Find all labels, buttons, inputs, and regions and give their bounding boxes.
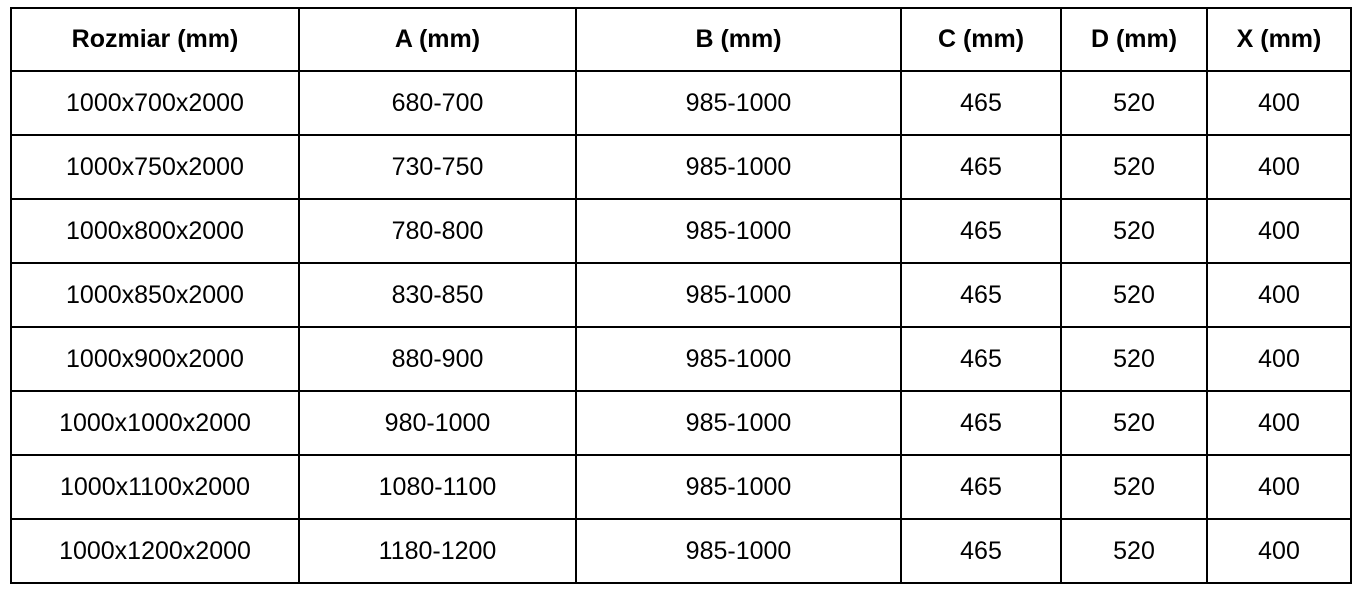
- cell-size: 1000x850x2000: [10, 262, 300, 328]
- cell-c: 465: [900, 454, 1062, 520]
- cell-c: 465: [900, 390, 1062, 456]
- cell-b: 985-1000: [575, 70, 902, 136]
- cell-a: 880-900: [298, 326, 577, 392]
- cell-b: 985-1000: [575, 326, 902, 392]
- table-row: 1000x850x2000 830-850 985-1000 465 520 400: [10, 262, 1352, 328]
- cell-d: 520: [1060, 70, 1208, 136]
- cell-b: 985-1000: [575, 198, 902, 264]
- cell-c: 465: [900, 262, 1062, 328]
- cell-d: 520: [1060, 454, 1208, 520]
- cell-x: 400: [1206, 198, 1352, 264]
- table-row: 1000x700x2000 680-700 985-1000 465 520 400: [10, 70, 1352, 136]
- cell-x: 400: [1206, 390, 1352, 456]
- table-row: 1000x1200x2000 1180-1200 985-1000 465 520 400: [10, 518, 1352, 584]
- header-b: B (mm): [575, 7, 902, 72]
- cell-c: 465: [900, 198, 1062, 264]
- cell-b: 985-1000: [575, 454, 902, 520]
- cell-size: 1000x1000x2000: [10, 390, 300, 456]
- table-row: 1000x900x2000 880-900 985-1000 465 520 400: [10, 326, 1352, 392]
- cell-a: 780-800: [298, 198, 577, 264]
- header-size: Rozmiar (mm): [10, 7, 300, 72]
- header-a: A (mm): [298, 7, 577, 72]
- table-row: 1000x800x2000 780-800 985-1000 465 520 400: [10, 198, 1352, 264]
- table-row: 1000x1100x2000 1080-1100 985-1000 465 520 400: [10, 454, 1352, 520]
- cell-d: 520: [1060, 198, 1208, 264]
- cell-size: 1000x1200x2000: [10, 518, 300, 584]
- cell-c: 465: [900, 70, 1062, 136]
- cell-a: 1180-1200: [298, 518, 577, 584]
- table-row: 1000x1000x2000 980-1000 985-1000 465 520 400: [10, 390, 1352, 456]
- cell-x: 400: [1206, 70, 1352, 136]
- cell-d: 520: [1060, 326, 1208, 392]
- cell-size: 1000x700x2000: [10, 70, 300, 136]
- cell-size: 1000x750x2000: [10, 134, 300, 200]
- header-c: C (mm): [900, 7, 1062, 72]
- cell-c: 465: [900, 518, 1062, 584]
- cell-a: 680-700: [298, 70, 577, 136]
- dimensions-table: Rozmiar (mm) A (mm) B (mm) C (mm) D (mm)…: [10, 7, 1352, 584]
- cell-x: 400: [1206, 454, 1352, 520]
- cell-b: 985-1000: [575, 134, 902, 200]
- cell-d: 520: [1060, 134, 1208, 200]
- cell-size: 1000x1100x2000: [10, 454, 300, 520]
- cell-a: 830-850: [298, 262, 577, 328]
- cell-x: 400: [1206, 326, 1352, 392]
- cell-d: 520: [1060, 390, 1208, 456]
- cell-size: 1000x800x2000: [10, 198, 300, 264]
- cell-a: 1080-1100: [298, 454, 577, 520]
- header-d: D (mm): [1060, 7, 1208, 72]
- cell-x: 400: [1206, 518, 1352, 584]
- cell-x: 400: [1206, 262, 1352, 328]
- cell-a: 730-750: [298, 134, 577, 200]
- cell-b: 985-1000: [575, 262, 902, 328]
- header-x: X (mm): [1206, 7, 1352, 72]
- cell-d: 520: [1060, 262, 1208, 328]
- cell-d: 520: [1060, 518, 1208, 584]
- cell-x: 400: [1206, 134, 1352, 200]
- cell-c: 465: [900, 326, 1062, 392]
- header-row: Rozmiar (mm) A (mm) B (mm) C (mm) D (mm)…: [10, 7, 1352, 72]
- cell-b: 985-1000: [575, 518, 902, 584]
- cell-c: 465: [900, 134, 1062, 200]
- cell-a: 980-1000: [298, 390, 577, 456]
- table-body: 1000x700x2000 680-700 985-1000 465 520 400 100…: [10, 70, 1352, 584]
- cell-b: 985-1000: [575, 390, 902, 456]
- table-row: 1000x750x2000 730-750 985-1000 465 520 400: [10, 134, 1352, 200]
- cell-size: 1000x900x2000: [10, 326, 300, 392]
